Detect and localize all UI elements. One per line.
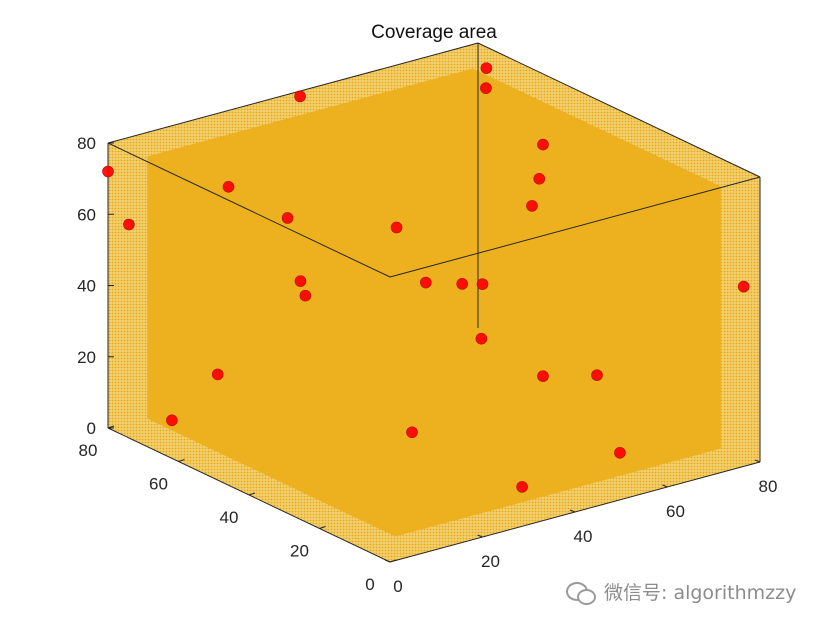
x-tick — [384, 559, 391, 563]
y-tick-label: 60 — [149, 475, 168, 494]
data-point — [591, 369, 603, 381]
y-tick-label: 80 — [79, 441, 98, 460]
data-point — [294, 90, 306, 103]
x-tick-label: 20 — [481, 552, 500, 571]
data-point — [737, 280, 750, 293]
data-point — [456, 278, 469, 290]
coverage-core — [147, 68, 721, 537]
x-tick-label: 0 — [393, 577, 402, 596]
z-tick-label: 20 — [77, 348, 96, 367]
watermark-text: 微信号: algorithmzzy — [604, 582, 797, 604]
z-tick-label: 40 — [77, 277, 96, 296]
x-tick-label: 40 — [574, 527, 593, 546]
x-tick-label: 60 — [666, 502, 685, 521]
box-edge-6 — [107, 142, 391, 278]
z-tick-label: 60 — [77, 205, 96, 224]
y-tick-label: 20 — [290, 542, 309, 561]
data-point — [533, 172, 546, 185]
data-point — [537, 138, 549, 151]
data-point — [526, 200, 538, 212]
y-tick — [389, 559, 397, 563]
y-tick — [178, 459, 185, 462]
data-point — [516, 481, 528, 493]
data-point — [406, 426, 418, 439]
y-tick-label: 40 — [220, 508, 239, 527]
wechat-icon — [566, 580, 596, 605]
y-tick — [248, 492, 256, 496]
data-point — [614, 446, 626, 459]
chart-title: Coverage area — [371, 22, 497, 43]
data-point — [476, 278, 489, 290]
sensor-points — [102, 62, 750, 493]
data-point — [420, 276, 432, 289]
data-point — [281, 212, 294, 224]
axis-ticks: 0 20 40 60 80 0 20 40 60 80 0 20 40 60 80 — [77, 134, 777, 596]
x-tick — [754, 459, 761, 463]
data-point — [390, 221, 403, 234]
data-point — [222, 181, 235, 193]
data-point — [123, 218, 135, 231]
data-point — [475, 332, 488, 345]
x-tick — [662, 484, 668, 488]
z-tick-label: 0 — [87, 419, 96, 438]
box-edge-4 — [107, 42, 479, 144]
data-point — [294, 275, 307, 287]
watermark: 微信号: algorithmzzy — [566, 578, 796, 605]
data-point — [211, 368, 224, 381]
y-tick — [319, 526, 326, 529]
data-point — [480, 82, 492, 94]
data-point — [166, 414, 178, 427]
x-tick — [569, 509, 576, 513]
z-tick-label: 80 — [77, 134, 96, 153]
box-edge-5 — [477, 42, 761, 178]
coverage-volume — [108, 43, 760, 562]
data-point — [299, 289, 312, 302]
data-point — [537, 370, 549, 382]
y-tick-label: 0 — [365, 575, 374, 594]
x-tick — [477, 534, 483, 538]
data-point — [480, 62, 493, 74]
x-tick-label: 80 — [759, 477, 778, 496]
data-point — [102, 165, 114, 178]
box-edge-7 — [389, 176, 761, 278]
